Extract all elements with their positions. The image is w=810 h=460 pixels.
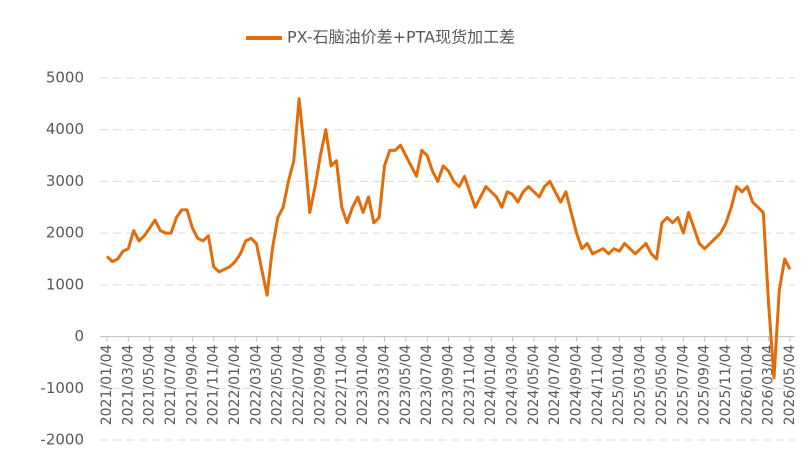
x-tick-label: 2023/11/04 <box>462 344 478 425</box>
x-tick-label: 2025/05/04 <box>654 344 670 425</box>
y-tick-label: 1000 <box>46 275 84 293</box>
x-tick-label: 2022/11/04 <box>334 344 350 425</box>
x-tick-label: 2024/09/04 <box>569 344 585 425</box>
x-tick-label: 2021/11/04 <box>206 344 222 425</box>
x-tick-label: 2022/07/04 <box>291 344 307 425</box>
y-tick-label: 4000 <box>46 120 84 138</box>
x-tick-label: 2025/03/04 <box>633 344 649 425</box>
x-tick-label: 2022/09/04 <box>312 344 328 425</box>
x-tick-label: 2024/07/04 <box>547 344 563 425</box>
x-tick-label: 2025/01/04 <box>611 344 627 425</box>
y-tick-label: 0 <box>74 327 84 345</box>
y-tick-label: 3000 <box>46 172 84 190</box>
x-tick-label: 2023/07/04 <box>419 344 435 425</box>
watermark <box>524 57 618 158</box>
x-tick-label: 2026/01/04 <box>739 344 755 425</box>
y-tick-label: 5000 <box>46 69 84 87</box>
x-tick-label: 2024/03/04 <box>505 344 521 425</box>
data-line <box>105 97 792 380</box>
x-tick-label: 2025/11/04 <box>718 344 734 425</box>
x-tick-label: 2022/03/04 <box>248 344 264 425</box>
y-tick-label: 2000 <box>46 224 84 242</box>
x-tick-label: 2026/05/04 <box>782 344 798 425</box>
x-tick-label: 2024/11/04 <box>590 344 606 425</box>
x-tick-label: 2021/07/04 <box>163 344 179 425</box>
x-tick-label: 2022/01/04 <box>227 344 243 425</box>
x-tick-label: 2024/05/04 <box>526 344 542 425</box>
x-tick-label: 2023/09/04 <box>441 344 457 425</box>
y-tick-label: -2000 <box>40 431 84 449</box>
legend-label: PX-石脑油价差+PTA现货加工差 <box>287 28 515 47</box>
x-tick-label: 2021/05/04 <box>142 344 158 425</box>
x-tick-label: 2025/09/04 <box>697 344 713 425</box>
x-tick-label: 2025/07/04 <box>675 344 691 425</box>
x-tick-label: 2023/03/04 <box>376 344 392 425</box>
x-tick-label: 2022/05/04 <box>270 344 286 425</box>
x-tick-label: 2021/03/04 <box>120 344 136 425</box>
x-tick-label: 2024/01/04 <box>483 344 499 425</box>
x-tick-label: 2021/09/04 <box>184 344 200 425</box>
y-tick-label: -1000 <box>40 379 84 397</box>
x-tick-label: 2021/01/04 <box>99 344 115 425</box>
x-tick-label: 2023/01/04 <box>355 344 371 425</box>
x-tick-label: 2023/05/04 <box>398 344 414 425</box>
